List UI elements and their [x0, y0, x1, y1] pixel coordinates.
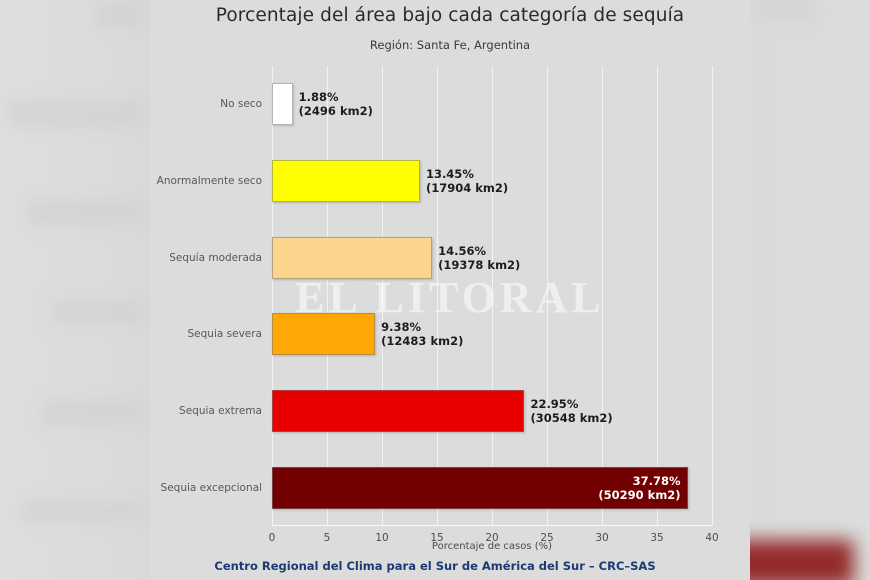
bar-value-label: 9.38% (12483 km2): [381, 320, 463, 348]
category-label: Sequia excepcional: [160, 481, 262, 494]
gridline: [602, 66, 603, 526]
category-label: Sequia severa: [187, 328, 263, 341]
category-label: Anormalmente seco: [156, 175, 262, 187]
chart-subtitle: Región: Santa Fe, Argentina: [369, 38, 531, 52]
bar-percent-label: 14.56%: [438, 243, 487, 258]
footer-credit: Centro Regional del Clima para el Sur de…: [214, 559, 656, 573]
x-axis-line: [272, 525, 712, 526]
x-tick-label: 0: [268, 532, 276, 544]
bar[interactable]: 22.95% (30548 km2): [272, 390, 613, 432]
bar-percent-label: 22.95%: [530, 396, 579, 411]
bar-percent-label: 13.45%: [425, 166, 474, 181]
blurred-text-block: [96, 2, 144, 28]
gridline: [657, 66, 658, 526]
gridline: [327, 66, 328, 526]
bar-value-label: 1.88% (2496 km2): [299, 90, 373, 118]
blurred-text-block: [42, 400, 144, 426]
bar-value-label: 22.95% (30548 km2): [530, 397, 612, 425]
category-label: Sequía moderada: [169, 251, 262, 264]
bar-row[interactable]: Sequia excepcional 37.78% (50290 km2): [161, 466, 712, 509]
bar-row[interactable]: Sequía moderada 14.56% (19378 km2): [169, 236, 712, 279]
x-tick-label: 25: [540, 532, 554, 544]
x-tick-label: 35: [650, 532, 664, 544]
bar-percent-label: 37.78%: [632, 473, 681, 488]
bar-row[interactable]: Anormalmente seco 13.45% (17904 km2): [157, 160, 712, 202]
blurred-text-block: [26, 200, 144, 226]
bar-area-label: (19378 km2): [438, 257, 521, 272]
bar-row[interactable]: No seco 1.88% (2496 km2): [220, 83, 712, 126]
blurred-text-block: [756, 0, 816, 20]
bar-row[interactable]: Sequia extrema 22.95% (30548 km2): [179, 390, 712, 432]
gridline: [547, 66, 548, 526]
bar-area-label: (50290 km2): [598, 487, 681, 502]
gridline: [437, 66, 438, 526]
chart-panel: Porcentaje del área bajo cada categoría …: [150, 0, 750, 580]
bar-value-label: 14.56% (19378 km2): [438, 244, 520, 272]
blurred-text-block: [22, 500, 144, 522]
blurred-text-block: [8, 100, 144, 128]
x-axis-title: Porcentaje de casos (%): [431, 541, 553, 552]
category-label: Sequia extrema: [179, 405, 262, 417]
gridline: [272, 66, 273, 526]
gridline: [492, 66, 493, 526]
x-tick-label: 10: [375, 532, 389, 544]
bar-area-label: (12483 km2): [381, 334, 464, 349]
bar-area-label: (17904 km2): [425, 181, 509, 195]
bar[interactable]: 13.45% (17904 km2): [272, 160, 508, 202]
bar-value-label: 13.45% (17904 km2): [426, 167, 508, 195]
bar-percent-label: 1.88%: [298, 90, 339, 105]
category-label: No seco: [220, 98, 262, 111]
x-tick-label: 40: [705, 532, 719, 544]
x-tick-label: 20: [485, 532, 499, 544]
chart-title: Porcentaje del área bajo cada categoría …: [215, 5, 685, 26]
blurred-text-block: [52, 300, 144, 324]
left-background-column: [0, 0, 160, 580]
bar-area-label: (2496 km2): [298, 104, 373, 119]
gridline: [712, 66, 713, 526]
x-tick-label: 30: [595, 532, 609, 544]
bar-area-label: (30548 km2): [530, 411, 613, 425]
bar[interactable]: 9.38% (12483 km2): [272, 313, 463, 356]
bar[interactable]: 14.56% (19378 km2): [272, 236, 520, 279]
bar[interactable]: 37.78% (50290 km2): [272, 466, 688, 509]
plot-area: No seco 1.88% (2496 km2) Anormalmente seco 1…: [157, 66, 719, 544]
gridline: [382, 66, 383, 526]
bar-value-label: 37.78% (50290 km2): [598, 474, 680, 502]
bar-row[interactable]: Sequia severa 9.38% (12483 km2): [188, 313, 712, 356]
bar[interactable]: 1.88% (2496 km2): [272, 83, 373, 126]
x-tick-label: 15: [430, 532, 444, 544]
x-tick-label: 5: [323, 532, 331, 544]
bar-percent-label: 9.38%: [381, 320, 422, 335]
